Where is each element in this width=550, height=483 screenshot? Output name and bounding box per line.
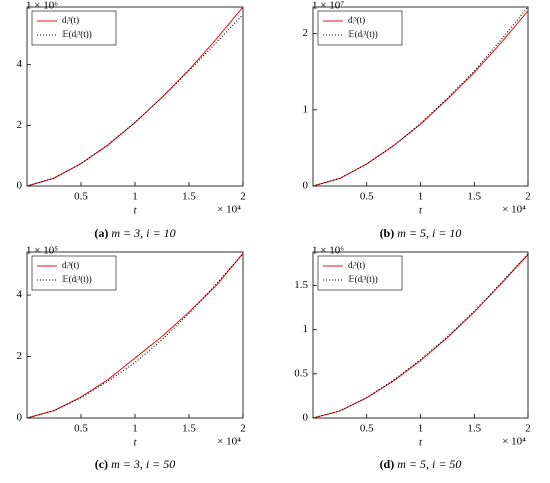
x-exponent: × 10⁴ [502,204,526,216]
x-tick-label: 1 [418,423,424,435]
caption-text: m = 5, i = 10 [397,226,461,240]
y-tick-label: 0.5 [294,367,308,379]
series-line [312,253,529,419]
x-tick-label: 1 [418,191,424,203]
caption-text: m = 3, i = 10 [111,226,175,240]
caption-text: m = 3, i = 50 [111,457,175,471]
series-line [312,6,529,187]
x-axis-label: t [133,205,137,217]
caption: (a) m = 3, i = 10 [94,226,175,240]
x-tick-label: 0.5 [74,423,88,435]
legend-label: 𝔼(dᵢ³(t)) [348,274,378,284]
caption-label: (a) [94,226,108,240]
y-tick-label: 2 [303,27,309,39]
y-exponent: 1 × 10⁶ [312,245,344,257]
y-exponent: 1 × 10⁵ [26,245,58,257]
y-tick-label: 2 [17,119,23,131]
x-tick-label: 1.5 [182,191,196,203]
x-axis-label: t [419,437,423,449]
caption-label: (c) [95,457,108,471]
y-tick-label: 1.5 [294,279,308,291]
x-tick-label: 1.5 [467,423,481,435]
caption: (d) m = 5, i = 50 [380,457,462,471]
legend-label: dᵢ³(t) [348,260,365,270]
x-tick-label: 0.5 [360,191,374,203]
caption-label: (d) [380,457,395,471]
caption: (c) m = 3, i = 50 [95,457,176,471]
legend-label: dᵢ³(t) [348,15,365,25]
x-tick-label: 2 [240,423,246,435]
y-tick-label: 0 [303,180,309,192]
y-tick-label: 0 [17,180,23,192]
x-tick-label: 2 [525,423,531,435]
y-tick-label: 0 [17,412,23,424]
x-exponent: × 10⁴ [217,436,241,448]
x-tick-label: 1.5 [182,423,196,435]
legend-label: dᵢ³(t) [62,260,79,270]
x-exponent: × 10⁴ [502,436,526,448]
x-axis-label: t [419,205,423,217]
series-line [312,254,529,419]
y-tick-label: 1 [303,323,309,335]
x-tick-label: 1.5 [467,191,481,203]
x-tick-label: 2 [240,191,246,203]
y-exponent: 1 × 10⁶ [26,0,58,12]
y-tick-label: 1 [303,103,309,115]
caption: (b) m = 5, i = 10 [380,226,462,240]
x-exponent: × 10⁴ [217,204,241,216]
legend-box [317,10,403,46]
series-line [26,14,244,187]
x-tick-label: 1 [132,423,138,435]
legend-label: 𝔼(dᵢ³(t)) [62,29,92,39]
y-tick-label: 0 [303,412,309,424]
series-line [312,10,529,187]
x-tick-label: 0.5 [360,423,374,435]
caption-label: (b) [380,226,395,240]
legend-label: 𝔼(dᵢ³(t)) [62,274,92,284]
y-exponent: 1 × 10⁷ [312,0,344,12]
legend-box [31,10,117,46]
x-axis-label: t [133,437,137,449]
legend-label: 𝔼(dᵢ³(t)) [348,29,378,39]
x-tick-label: 1 [132,191,138,203]
caption-text: m = 5, i = 50 [397,457,461,471]
x-tick-label: 0.5 [74,191,88,203]
y-tick-label: 4 [17,58,23,70]
legend-box [31,255,117,291]
legend-label: dᵢ³(t) [62,15,79,25]
legend-box [317,255,403,291]
y-tick-label: 4 [17,289,23,301]
series-line [26,253,244,419]
x-tick-label: 2 [525,191,531,203]
y-tick-label: 2 [17,350,23,362]
